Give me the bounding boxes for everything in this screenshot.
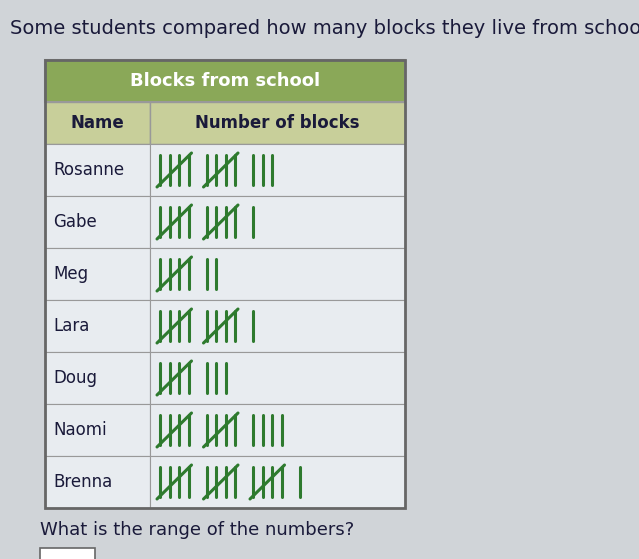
Bar (150, 102, 405, 144)
Bar (45, 300, 150, 352)
Text: Blocks from school: Blocks from school (130, 72, 320, 90)
Bar (45, 144, 150, 196)
Text: Name: Name (71, 114, 125, 132)
Text: Gabe: Gabe (53, 213, 96, 231)
Bar (45, 248, 150, 300)
Text: Some students compared how many blocks they live from school.: Some students compared how many blocks t… (10, 18, 639, 37)
Bar (150, 248, 405, 300)
Bar (45, 196, 150, 248)
Bar (150, 300, 405, 352)
Bar (150, 196, 405, 248)
Text: Rosanne: Rosanne (53, 161, 124, 179)
Text: Number of blocks: Number of blocks (196, 114, 360, 132)
Bar (40, 548, 95, 559)
Bar (45, 456, 150, 508)
Bar (150, 456, 405, 508)
Bar (45, 404, 150, 456)
Bar (45, 352, 150, 404)
Text: Meg: Meg (53, 265, 88, 283)
Text: What is the range of the numbers?: What is the range of the numbers? (40, 521, 354, 539)
Bar (45, 60, 405, 102)
Text: Doug: Doug (53, 369, 97, 387)
Text: Lara: Lara (53, 317, 89, 335)
Text: Brenna: Brenna (53, 473, 112, 491)
Bar (45, 60, 405, 508)
Bar (150, 144, 405, 196)
Bar (150, 404, 405, 456)
Text: Naomi: Naomi (53, 421, 107, 439)
Bar (150, 352, 405, 404)
Bar (45, 102, 150, 144)
